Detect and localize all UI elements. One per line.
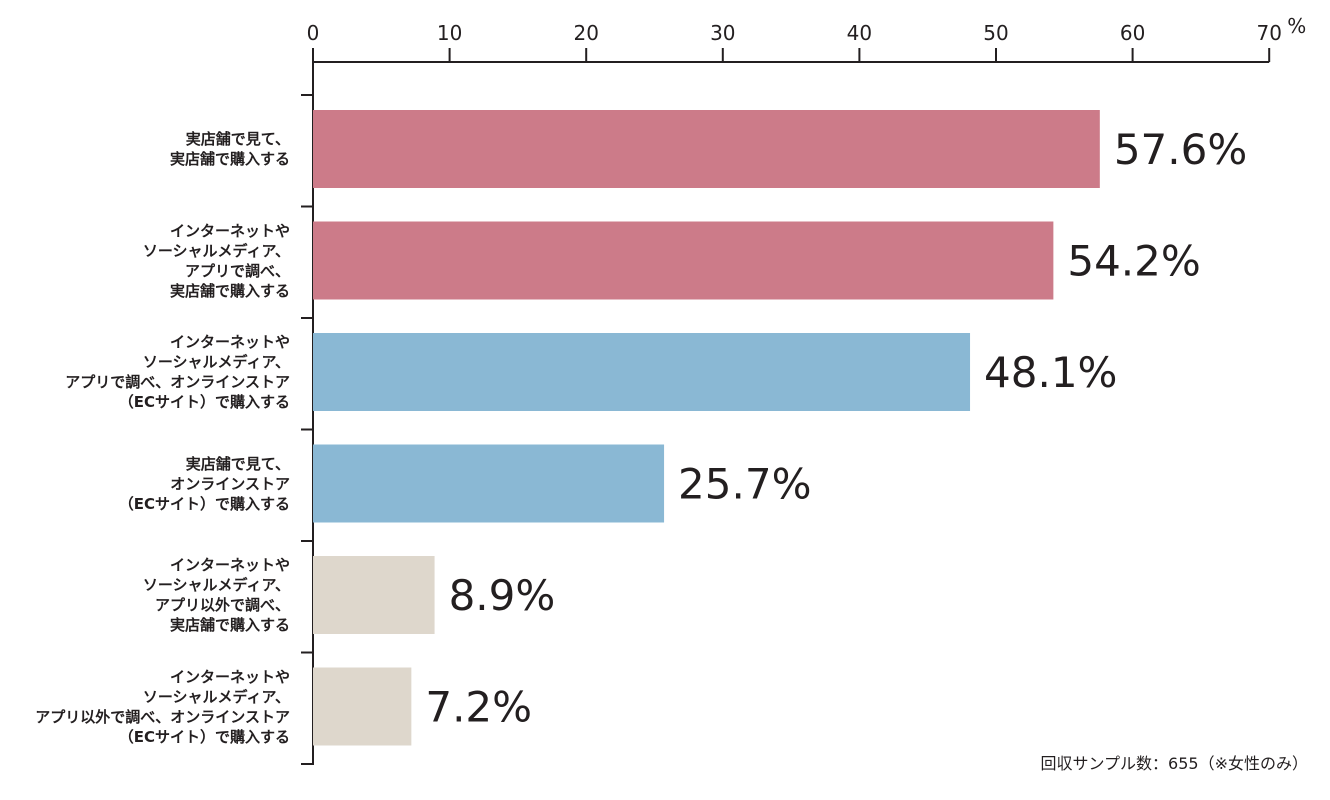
bar-layer: 57.6% 54.2% 48.1% 25.7% 8.9% 7.2% xyxy=(313,110,1247,746)
bar xyxy=(313,110,1100,188)
bar xyxy=(313,444,665,523)
sample-note: 回収サンプル数：655（※女性のみ） xyxy=(1040,754,1308,773)
category-label-line: ソーシャルメディア、 xyxy=(142,241,290,260)
category-label-line: ソーシャルメディア、 xyxy=(142,687,290,706)
bar-value-label: 8.9% xyxy=(449,571,556,620)
x-tick-label: 70 xyxy=(1256,21,1281,45)
category-label: インターネットやソーシャルメディア、アプリ以外で調べ、実店舗で購入する xyxy=(143,555,290,635)
category-label-line: 実店舗で購入する xyxy=(169,150,290,168)
category-label-line: ソーシャルメディア、 xyxy=(142,576,290,594)
bar xyxy=(313,221,1054,300)
category-label-line: アプリで調べ、オンラインストア xyxy=(65,373,290,391)
category-label: インターネットや ソーシャルメディア、 アプリで調べ、 実店舗で購入する xyxy=(143,221,290,301)
category-label-line: 実店舗で見て、 xyxy=(185,454,290,473)
bar-value-label: 48.1% xyxy=(984,348,1117,397)
x-unit-label: % xyxy=(1287,14,1306,38)
category-label-line: ソーシャルメディア、 xyxy=(142,353,290,371)
bar-value-label: 57.6% xyxy=(1114,125,1247,174)
x-tick-label: 0 xyxy=(307,21,320,45)
x-tick-label: 20 xyxy=(573,21,598,45)
category-label: インターネットや ソーシャルメディア、 アプリ以外で調べ、オンラインストア （ECサイ… xyxy=(35,667,290,747)
category-label-line: アプリで調べ、 xyxy=(184,261,290,280)
category-label-line: インターネットや xyxy=(169,667,290,686)
category-label-line: インターネットや xyxy=(169,556,290,574)
category-label: インターネットやソーシャルメディア、アプリで調べ、オンラインストア （ECサイト）… xyxy=(65,332,290,412)
x-tick-label: 30 xyxy=(710,21,735,45)
bar-value-label: 54.2% xyxy=(1067,237,1200,286)
category-label-line: 実店舗で見て、 xyxy=(185,130,290,148)
bar xyxy=(313,333,971,411)
category-label: 実店舗で見て、 オンラインストア （ECサイト）で購入する xyxy=(119,454,290,514)
category-label-line: インターネットや xyxy=(169,221,290,240)
bar-value-label: 7.2% xyxy=(425,683,532,732)
x-tick-label: 50 xyxy=(983,21,1008,45)
x-tick-label: 60 xyxy=(1120,21,1145,45)
bar-value-label: 25.7% xyxy=(678,460,811,509)
category-label-line: （ECサイト）で購入する xyxy=(118,494,290,513)
category-label-line: 実店舗で購入する xyxy=(169,281,290,300)
category-label-line: オンラインストア xyxy=(170,474,290,493)
bar xyxy=(313,667,412,746)
category-label-line: アプリ以外で調べ、 xyxy=(154,596,290,614)
category-label-line: （ECサイト）で購入する xyxy=(118,393,290,411)
category-label-line: 実店舗で購入する xyxy=(169,616,290,634)
x-tick-label: 10 xyxy=(437,21,462,45)
x-tick-label: 40 xyxy=(847,21,872,45)
category-label-line: （ECサイト）で購入する xyxy=(118,727,290,746)
category-label-line: アプリ以外で調べ、オンラインストア xyxy=(35,707,290,726)
category-label: 実店舗で見て、実店舗で購入する xyxy=(170,129,290,169)
bar xyxy=(313,556,435,634)
category-label-line: インターネットや xyxy=(169,333,290,351)
